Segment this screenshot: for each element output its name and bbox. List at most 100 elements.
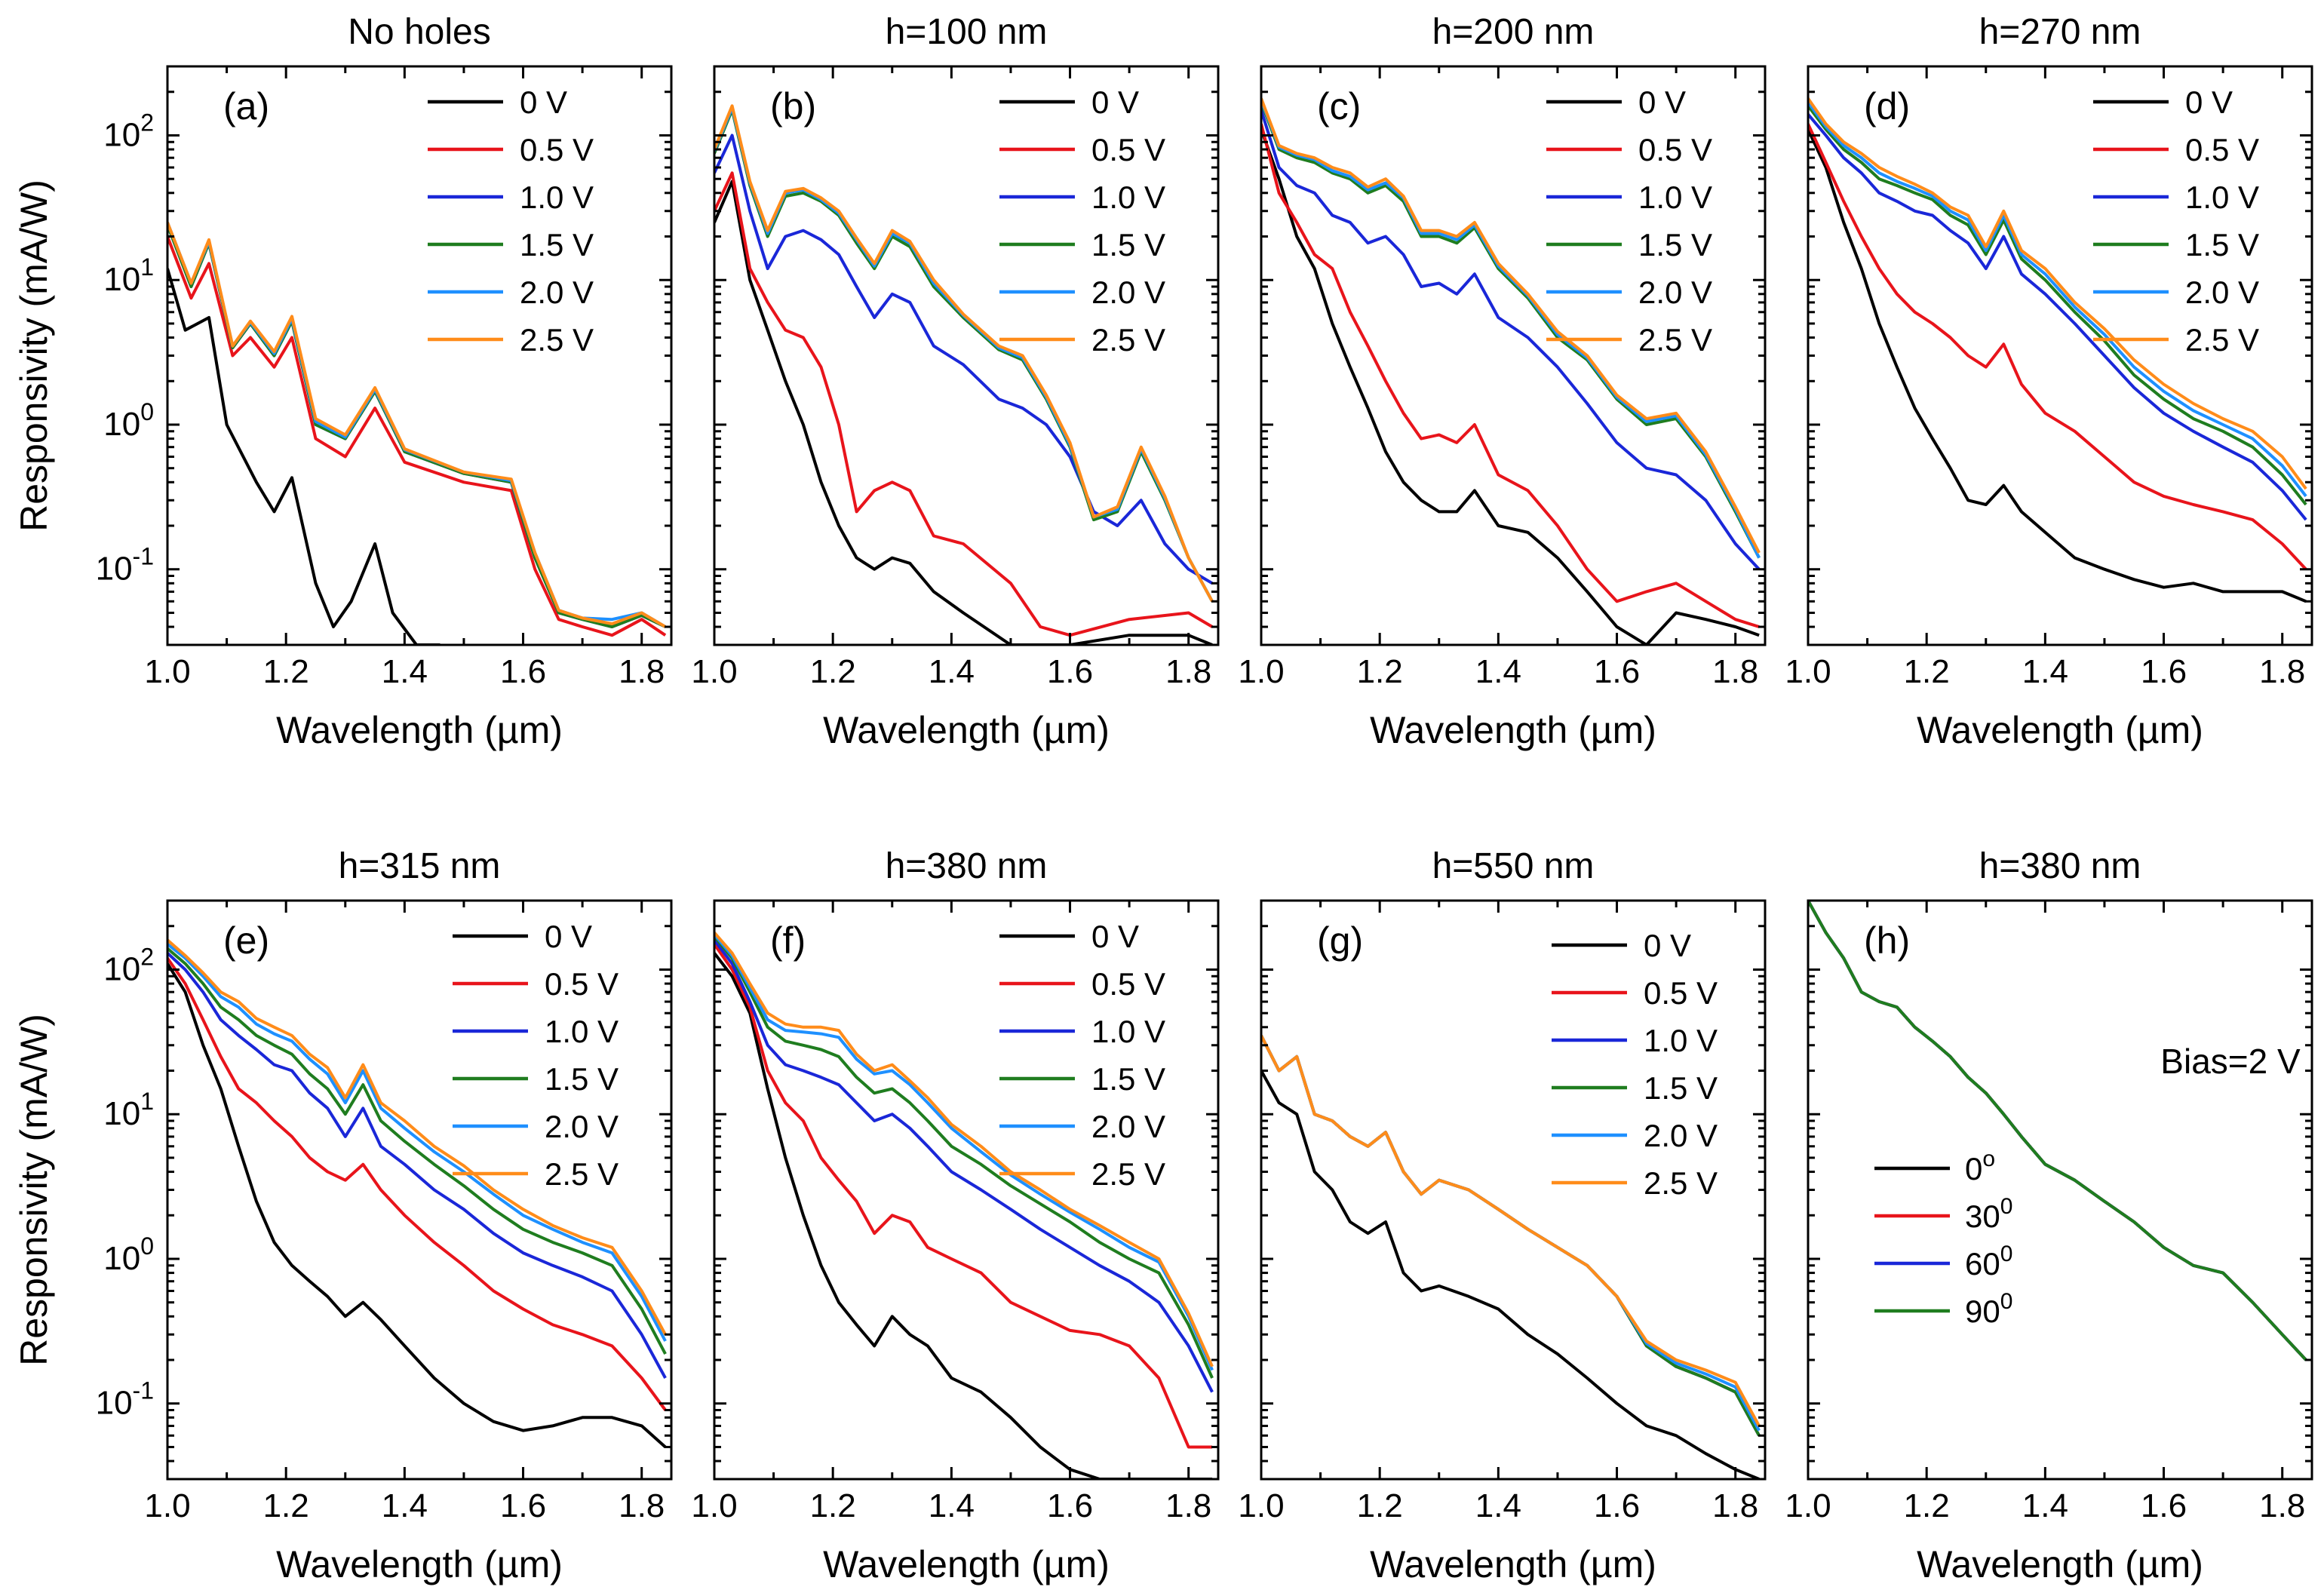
- x-tick-label: 1.0: [1238, 653, 1284, 690]
- x-tick-label: 1.4: [2022, 653, 2068, 690]
- series-line: [1808, 101, 2307, 498]
- series-line: [1261, 1034, 1761, 1427]
- legend-label: 1.5 V: [1644, 1070, 1718, 1106]
- x-tick-label: 1.6: [500, 653, 546, 690]
- series-line: [1808, 97, 2307, 490]
- x-tick-label: 1.8: [2259, 653, 2305, 690]
- y-tick-label: 10-1: [96, 1377, 154, 1422]
- panel-title: h=315 nm: [339, 846, 501, 886]
- series-line: [1261, 128, 1760, 645]
- series-line: [167, 962, 667, 1448]
- legend-label: 2.0 V: [1644, 1118, 1718, 1153]
- annotation: Bias=2 V: [2160, 1042, 2301, 1081]
- x-tick-label: 1.6: [1047, 653, 1093, 690]
- x-axis-label: Wavelength (µm): [1370, 709, 1656, 751]
- panel-f: h=380 nm 1.0 1.2 1.4 1.6 1.8 Wavelength (µm) (f…: [691, 846, 1220, 1585]
- series-line: [1808, 901, 2307, 1361]
- x-tick-label: 1.8: [1712, 653, 1758, 690]
- plot-frame: [1807, 899, 2313, 1481]
- panel-label: (e): [223, 919, 269, 962]
- series-line: [714, 952, 1213, 1479]
- panel-title: h=200 nm: [1432, 12, 1595, 52]
- x-axis-label: Wavelength (µm): [823, 709, 1110, 751]
- x-tick-label: 1.6: [2141, 653, 2187, 690]
- panel-c: h=200 nm 1.0 1.2 1.4 1.6 1.8 Wavelength (µm) (c…: [1238, 12, 1767, 751]
- panel-title: h=270 nm: [1979, 12, 2141, 52]
- panel-label: (c): [1317, 85, 1361, 127]
- series-group: [1261, 97, 1761, 645]
- x-tick-label: 1.2: [1904, 653, 1950, 690]
- series-line: [1808, 128, 2307, 603]
- legend-label: 1.0 V: [1091, 1014, 1165, 1049]
- legend-label: 0.5 V: [1091, 132, 1165, 167]
- x-tick-label: 1.4: [2022, 1487, 2068, 1524]
- legend-label: 0 V: [1638, 84, 1686, 120]
- panel-label: (h): [1864, 919, 1910, 962]
- series-line: [714, 171, 1214, 637]
- series-group: [167, 222, 667, 645]
- x-tick-label: 1.8: [619, 653, 665, 690]
- legend-label: 2.5 V: [1644, 1165, 1718, 1201]
- series-line: [714, 935, 1214, 1379]
- series-line: [1261, 123, 1760, 628]
- series-line: [714, 180, 1213, 645]
- panel-label: (d): [1864, 85, 1910, 127]
- x-tick-label: 1.4: [1475, 1487, 1521, 1524]
- x-tick-label: 1.6: [2141, 1487, 2187, 1524]
- legend-label: 1.5 V: [1638, 227, 1712, 262]
- series-line: [1261, 100, 1761, 559]
- x-axis-label: Wavelength (µm): [1917, 709, 2203, 751]
- legend-label: 1.0 V: [1638, 180, 1712, 215]
- series-group: [714, 932, 1214, 1479]
- series-line: [167, 952, 667, 1379]
- legend-label: 900: [1965, 1289, 2012, 1329]
- series-line: [167, 938, 667, 1336]
- x-axis-label: Wavelength (µm): [823, 1543, 1110, 1585]
- x-tick-label: 1.4: [929, 1487, 975, 1524]
- series-line: [1808, 105, 2307, 506]
- series-line: [714, 134, 1214, 585]
- panel-title: h=100 nm: [886, 12, 1048, 52]
- legend-label: 2.0 V: [520, 275, 594, 310]
- panel-b: h=100 nm 1.0 1.2 1.4 1.6 1.8 Wavelength (µm) (b…: [691, 12, 1220, 751]
- panel-e: h=315 nm 1.0 1.2 1.4 1.6 1.8 Wavelength (µm) 10…: [13, 846, 673, 1585]
- legend-label: 1.5 V: [545, 1061, 619, 1097]
- series-line: [1808, 113, 2307, 521]
- series-line: [1808, 123, 2307, 571]
- legend-label: 0.5 V: [545, 966, 619, 1002]
- x-tick-label: 1.2: [810, 1487, 856, 1524]
- series-line: [1261, 97, 1761, 554]
- panel-title: h=380 nm: [1979, 846, 2141, 886]
- x-tick-label: 1.0: [1238, 1487, 1284, 1524]
- panel-a: No holes 1.0 1.2 1.4 1.6 1.8 Wavelength (µm) 10…: [13, 12, 673, 751]
- x-tick-label: 1.4: [929, 653, 975, 690]
- x-tick-label: 1.2: [1357, 653, 1403, 690]
- plot-frame: [166, 65, 673, 646]
- legend-label: 0 V: [1091, 84, 1139, 120]
- legend-label: 2.0 V: [1638, 275, 1712, 310]
- series-group: [1261, 1034, 1761, 1479]
- legend-label: 0.5 V: [2185, 132, 2259, 167]
- y-axis-label: Responsivity (mA/W): [13, 180, 55, 532]
- x-tick-label: 1.6: [1594, 653, 1640, 690]
- series-line: [1808, 901, 2307, 1361]
- series-line: [1808, 901, 2307, 1361]
- series-line: [714, 104, 1214, 603]
- series-line: [714, 943, 1213, 1449]
- legend-label: 0o: [1965, 1146, 1995, 1186]
- legend-label: 0 V: [545, 919, 592, 954]
- panel-g: h=550 nm 1.0 1.2 1.4 1.6 1.8 Wavelength (µm) (g…: [1238, 846, 1767, 1585]
- legend-label: 2.5 V: [520, 322, 594, 358]
- series-line: [714, 932, 1214, 1367]
- series-group: [167, 938, 667, 1448]
- x-tick-label: 1.4: [1475, 653, 1521, 690]
- series-line: [714, 933, 1214, 1371]
- panel-title: No holes: [348, 12, 490, 52]
- panel-label: (f): [770, 919, 806, 962]
- x-tick-label: 1.0: [144, 653, 190, 690]
- legend-label: 1.0 V: [545, 1014, 619, 1049]
- legend-label: 0 V: [520, 84, 567, 120]
- x-tick-label: 1.6: [500, 1487, 546, 1524]
- x-tick-label: 1.8: [619, 1487, 665, 1524]
